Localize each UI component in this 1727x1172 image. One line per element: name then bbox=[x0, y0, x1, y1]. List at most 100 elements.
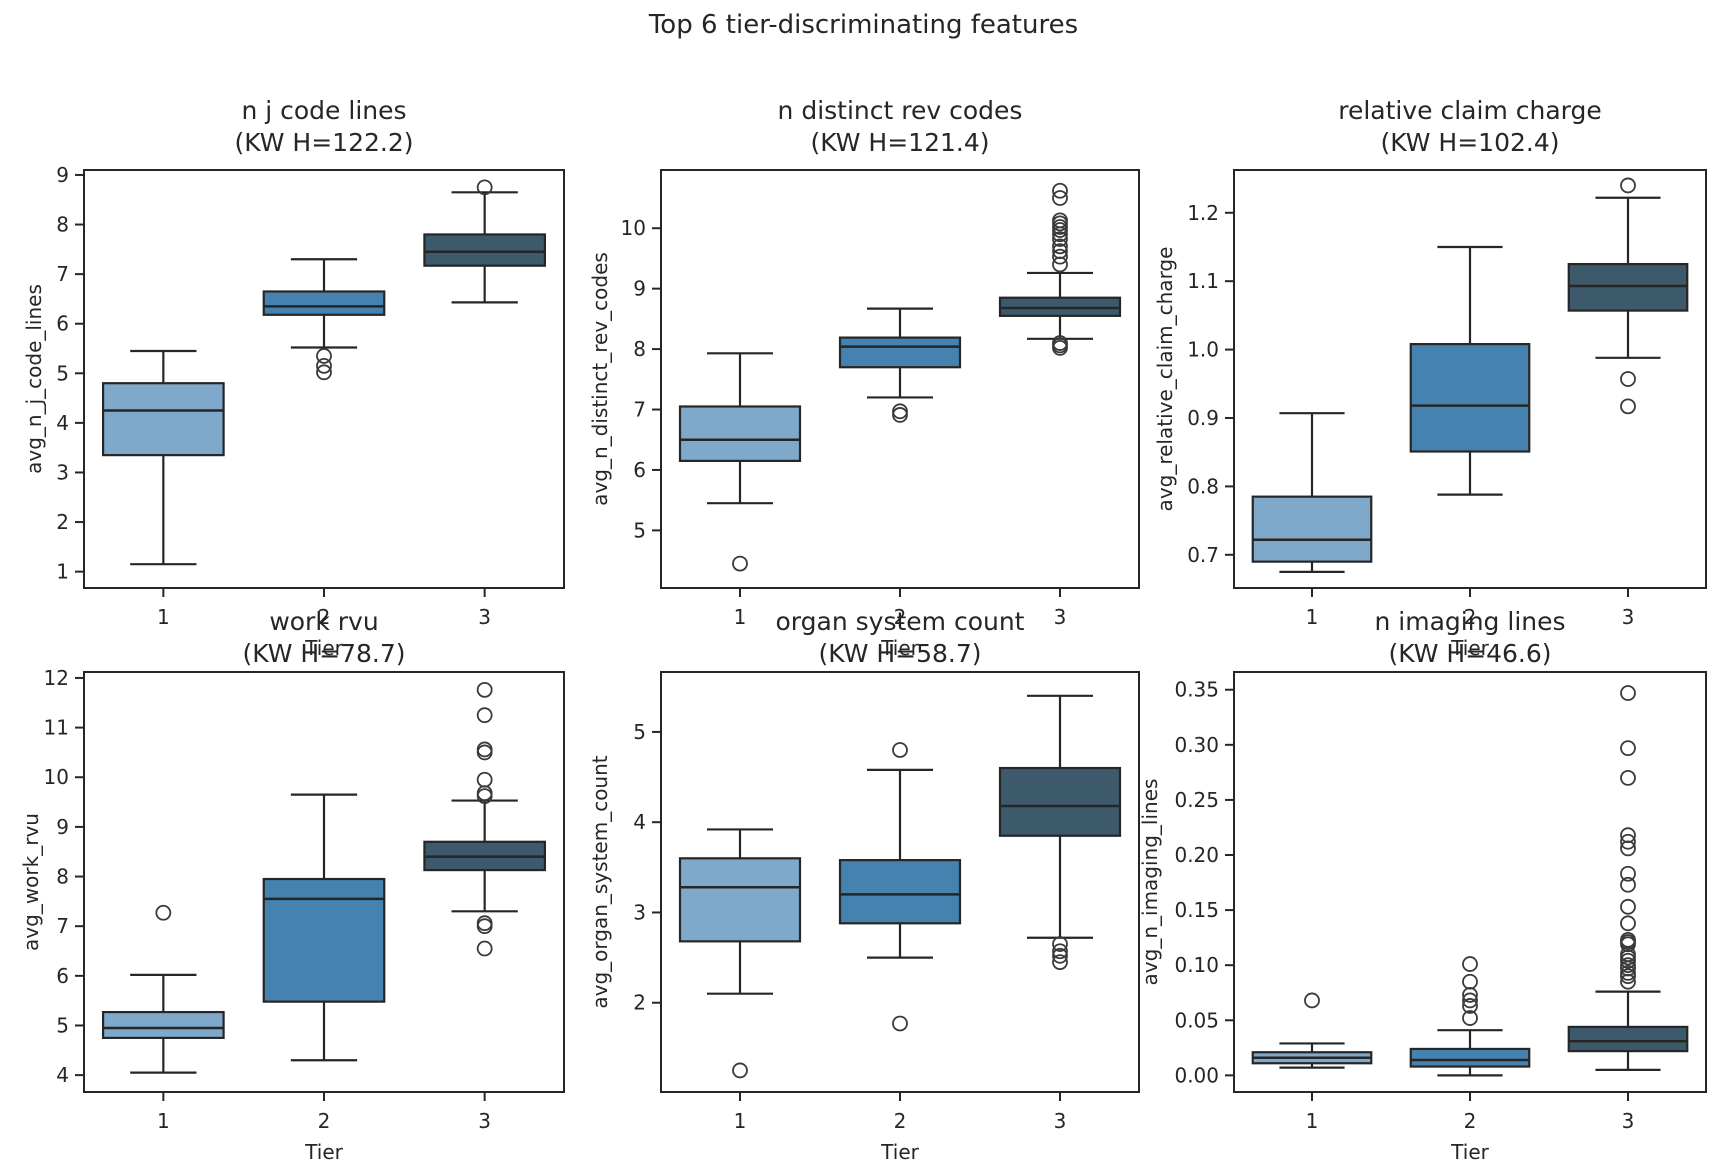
svg-text:2: 2 bbox=[1464, 605, 1477, 629]
plot-area-relative-claim-charge: 0.7 0.8 0.9 1.0 1.1 1.2 1 2 3 bbox=[1187, 169, 1707, 629]
svg-text:7: 7 bbox=[56, 914, 69, 938]
subplot-title: organ system count (KW H=58.7) bbox=[776, 606, 1025, 670]
svg-text:2: 2 bbox=[1464, 1109, 1477, 1133]
subplot-title-line2: (KW H=102.4) bbox=[1380, 128, 1560, 157]
x-axis-label: Tier bbox=[305, 636, 343, 660]
svg-text:0.15: 0.15 bbox=[1174, 898, 1219, 922]
svg-text:0.30: 0.30 bbox=[1174, 733, 1219, 757]
y-axis-label: avg_relative_claim_charge bbox=[1153, 246, 1177, 512]
svg-text:10: 10 bbox=[44, 765, 69, 789]
plot-area-n-distinct-rev-codes: 5 6 7 8 9 10 1 2 3 bbox=[621, 169, 1140, 629]
svg-text:4: 4 bbox=[633, 810, 646, 834]
subplot-relative-claim-charge: relative claim charge (KW H=102.4) avg_r… bbox=[1153, 96, 1707, 660]
svg-text:2: 2 bbox=[318, 1109, 331, 1133]
subplot-title: n j code lines (KW H=122.2) bbox=[235, 95, 414, 159]
subplot-title-line1: n distinct rev codes bbox=[777, 96, 1023, 125]
svg-text:0.25: 0.25 bbox=[1174, 788, 1219, 812]
svg-text:1.0: 1.0 bbox=[1187, 338, 1219, 362]
subplot-title-line1: n imaging lines bbox=[1374, 607, 1566, 636]
x-axis-label: Tier bbox=[881, 636, 919, 660]
svg-text:2: 2 bbox=[633, 991, 646, 1015]
subplot-n-j-code-lines: n j code lines (KW H=122.2) avg_n_j_code… bbox=[22, 96, 565, 660]
svg-text:0.8: 0.8 bbox=[1187, 474, 1219, 498]
subplot-title-line2: (KW H=58.7) bbox=[818, 639, 982, 668]
subplot-title: n imaging lines (KW H=46.6) bbox=[1374, 606, 1565, 670]
svg-text:3: 3 bbox=[478, 605, 491, 629]
svg-text:0.10: 0.10 bbox=[1174, 953, 1219, 977]
svg-text:4: 4 bbox=[56, 411, 69, 435]
plot-area-organ-system-count: 2 3 4 5 1 2 3 bbox=[633, 671, 1140, 1133]
y-axis-label: avg_work_rvu bbox=[19, 813, 43, 951]
y-axis-label: avg_n_imaging_lines bbox=[1138, 778, 1162, 986]
svg-text:2: 2 bbox=[894, 1109, 907, 1133]
svg-text:6: 6 bbox=[633, 458, 646, 482]
subplot-organ-system-count: organ system count (KW H=58.7) avg_organ… bbox=[588, 607, 1140, 1164]
svg-text:1.1: 1.1 bbox=[1187, 269, 1219, 293]
svg-text:5: 5 bbox=[56, 1013, 69, 1037]
svg-text:4: 4 bbox=[56, 1063, 69, 1087]
svg-text:3: 3 bbox=[633, 900, 646, 924]
svg-text:7: 7 bbox=[633, 398, 646, 422]
subplot-n-imaging-lines: n imaging lines (KW H=46.6) avg_n_imagin… bbox=[1138, 607, 1707, 1164]
y-axis-label: avg_organ_system_count bbox=[588, 755, 612, 1009]
svg-text:3: 3 bbox=[1622, 1109, 1635, 1133]
svg-text:6: 6 bbox=[56, 312, 69, 336]
svg-text:0.35: 0.35 bbox=[1174, 678, 1219, 702]
svg-text:9: 9 bbox=[56, 815, 69, 839]
plot-area-n-imaging-lines: 0.00 0.05 0.10 0.15 0.20 0.25 0.30 0.35 1 2 3 bbox=[1174, 671, 1707, 1133]
subplot-title-line2: (KW H=121.4) bbox=[810, 128, 990, 157]
svg-text:3: 3 bbox=[56, 460, 69, 484]
svg-text:1: 1 bbox=[734, 1109, 747, 1133]
svg-text:0.9: 0.9 bbox=[1187, 406, 1219, 430]
subplot-title: work rvu (KW H=78.7) bbox=[242, 606, 405, 670]
svg-text:1: 1 bbox=[157, 605, 170, 629]
x-axis-label: Tier bbox=[881, 1140, 919, 1164]
svg-text:12: 12 bbox=[44, 666, 69, 690]
x-axis-label: Tier bbox=[1451, 636, 1489, 660]
subplot-title-line1: organ system count bbox=[775, 607, 1025, 636]
svg-text:3: 3 bbox=[1054, 1109, 1067, 1133]
svg-text:6: 6 bbox=[56, 964, 69, 988]
svg-text:9: 9 bbox=[633, 277, 646, 301]
svg-text:1: 1 bbox=[1306, 605, 1319, 629]
svg-text:1: 1 bbox=[734, 605, 747, 629]
svg-text:0.20: 0.20 bbox=[1174, 843, 1219, 867]
svg-text:1: 1 bbox=[1306, 1109, 1319, 1133]
subplot-title-line1: work rvu bbox=[269, 607, 379, 636]
svg-text:11: 11 bbox=[44, 716, 69, 740]
subplot-title-line2: (KW H=78.7) bbox=[242, 639, 406, 668]
subplot-work-rvu: work rvu (KW H=78.7) avg_work_rvu 4 5 6 7 8 9… bbox=[19, 607, 565, 1164]
subplot-title: n distinct rev codes (KW H=121.4) bbox=[778, 95, 1023, 159]
svg-text:3: 3 bbox=[1054, 605, 1067, 629]
svg-text:1: 1 bbox=[56, 560, 69, 584]
subplot-title-line2: (KW H=46.6) bbox=[1388, 639, 1552, 668]
svg-text:9: 9 bbox=[56, 163, 69, 187]
figure-title: Top 6 tier-discriminating features bbox=[648, 10, 1079, 40]
svg-text:7: 7 bbox=[56, 262, 69, 286]
subplot-title: relative claim charge (KW H=102.4) bbox=[1338, 95, 1602, 159]
svg-text:2: 2 bbox=[894, 605, 907, 629]
plot-area-n-j-code-lines: 1 2 3 4 5 6 7 8 9 1 2 3 bbox=[56, 163, 565, 629]
svg-text:3: 3 bbox=[1622, 605, 1635, 629]
subplot-n-distinct-rev-codes: n distinct rev codes (KW H=121.4) avg_n_… bbox=[588, 96, 1140, 660]
x-axis-label: Tier bbox=[1451, 1140, 1489, 1164]
svg-text:0.00: 0.00 bbox=[1174, 1063, 1219, 1087]
svg-text:8: 8 bbox=[633, 337, 646, 361]
svg-text:3: 3 bbox=[478, 1109, 491, 1133]
svg-text:5: 5 bbox=[633, 518, 646, 542]
svg-text:1.2: 1.2 bbox=[1187, 201, 1219, 225]
subplot-title-line1: relative claim charge bbox=[1338, 96, 1602, 125]
subplot-title-line2: (KW H=122.2) bbox=[234, 128, 414, 157]
subplot-title-line1: n j code lines bbox=[241, 96, 407, 125]
y-axis-label: avg_n_distinct_rev_codes bbox=[588, 252, 612, 506]
svg-text:0.7: 0.7 bbox=[1187, 543, 1219, 567]
svg-text:5: 5 bbox=[56, 361, 69, 385]
svg-text:2: 2 bbox=[56, 510, 69, 534]
svg-text:5: 5 bbox=[633, 720, 646, 744]
y-axis-label: avg_n_j_code_lines bbox=[22, 284, 46, 474]
svg-text:1: 1 bbox=[157, 1109, 170, 1133]
svg-text:8: 8 bbox=[56, 213, 69, 237]
svg-text:10: 10 bbox=[621, 216, 646, 240]
